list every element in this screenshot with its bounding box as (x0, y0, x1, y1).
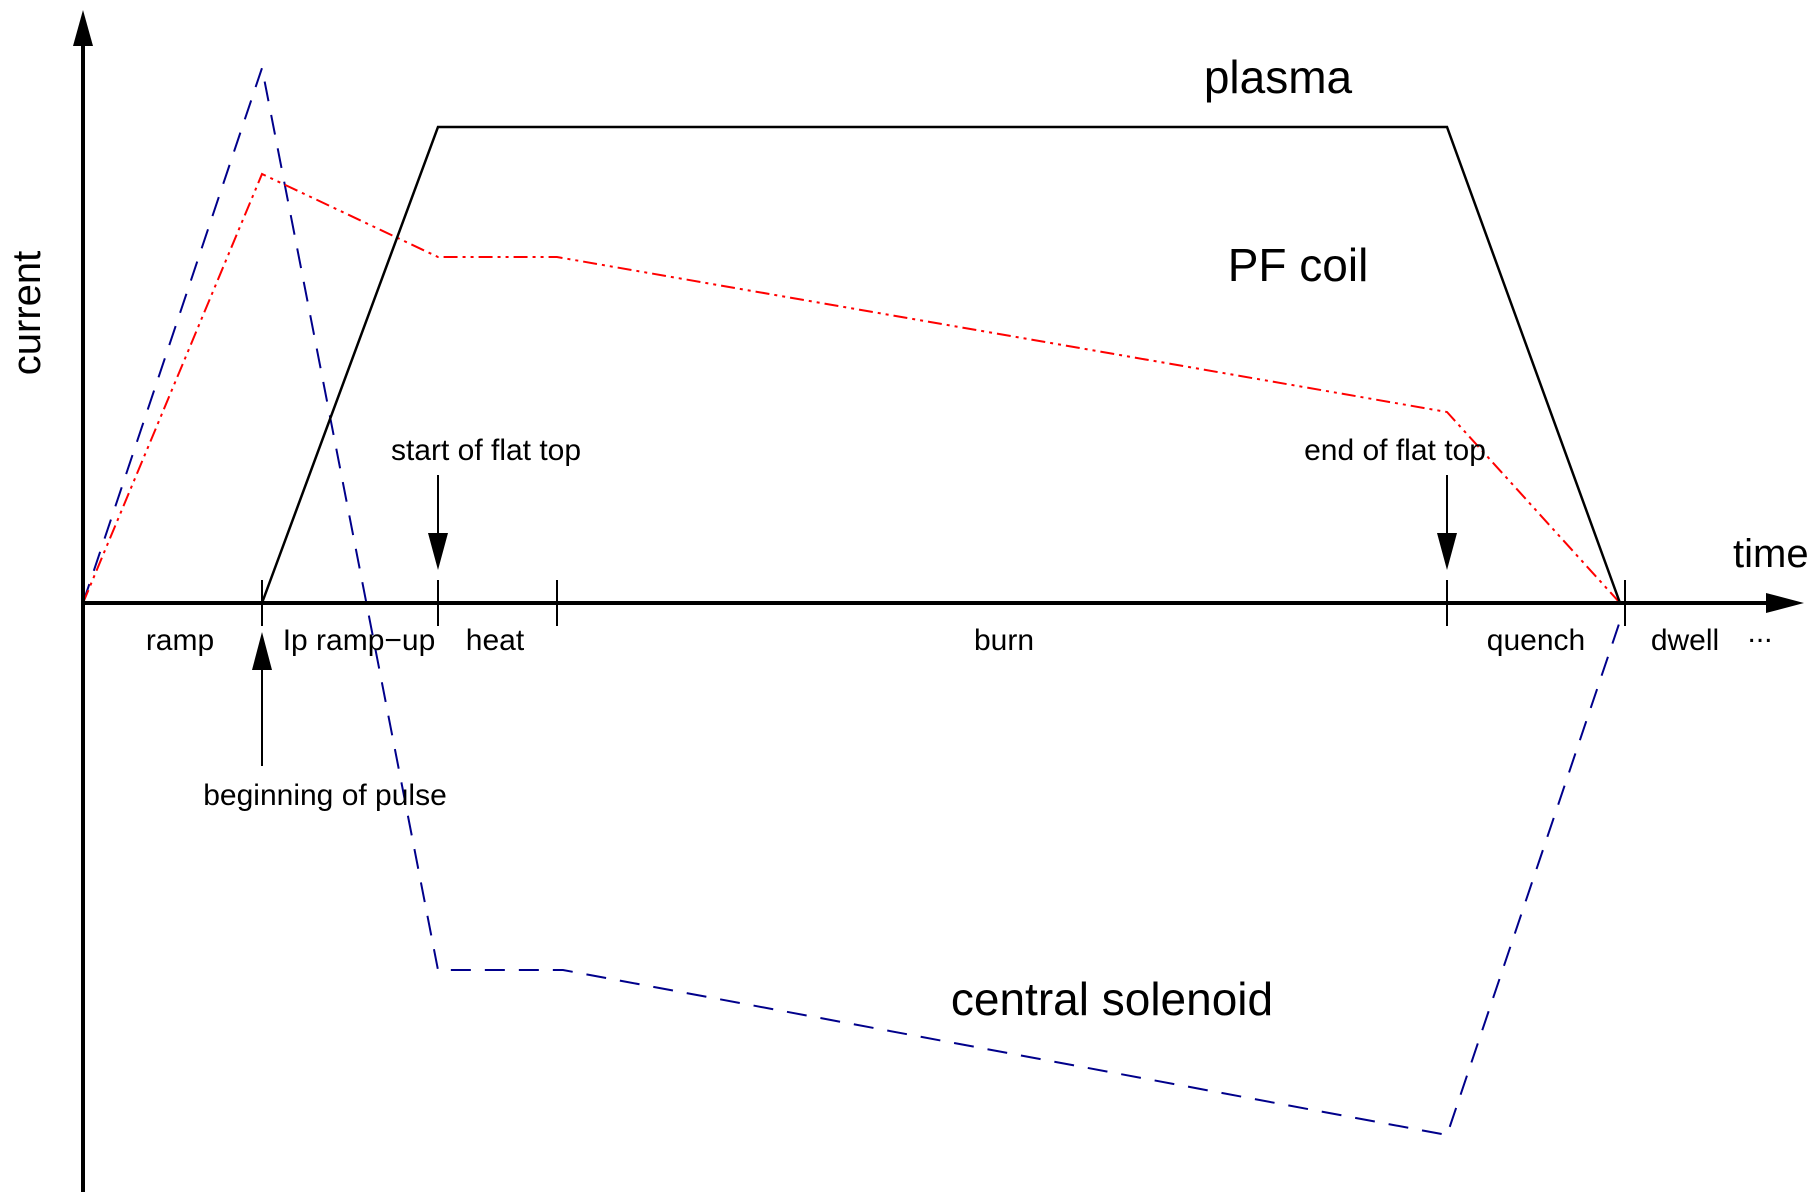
event-label-beginning-of-pulse: beginning of pulse (203, 779, 447, 812)
central-solenoid-curve (82, 64, 1621, 1137)
phase-label-heat: heat (466, 624, 525, 657)
event-label-end-of-flat-top: end of flat top (1304, 434, 1486, 467)
y-axis-arrowhead (73, 10, 93, 46)
y-axis-label: current (5, 251, 49, 376)
phase-label-ip-ramp-up: Ip ramp−up (283, 624, 436, 657)
event-label-start-of-flat-top: start of flat top (391, 434, 581, 467)
phase-label-burn: burn (974, 624, 1034, 657)
pf-coil-curve (82, 172, 1621, 604)
phase-label-ramp: ramp (146, 624, 214, 657)
x-axis-label: time (1733, 532, 1809, 576)
start-of-flat-top-arrowhead (428, 533, 448, 570)
continuation-ellipsis: ... (1747, 616, 1772, 649)
curve-label-pf-coil: PF coil (1228, 239, 1369, 291)
plasma-curve (260, 125, 1622, 604)
phase-label-dwell: dwell (1651, 624, 1719, 657)
end-of-flat-top-arrowhead (1437, 533, 1457, 570)
curve-label-plasma: plasma (1204, 51, 1353, 103)
curve-label-central-solenoid: central solenoid (951, 973, 1273, 1025)
x-axis-arrowhead (1766, 593, 1804, 613)
beginning-of-pulse-arrowhead (252, 632, 272, 670)
phase-label-quench: quench (1487, 624, 1585, 657)
